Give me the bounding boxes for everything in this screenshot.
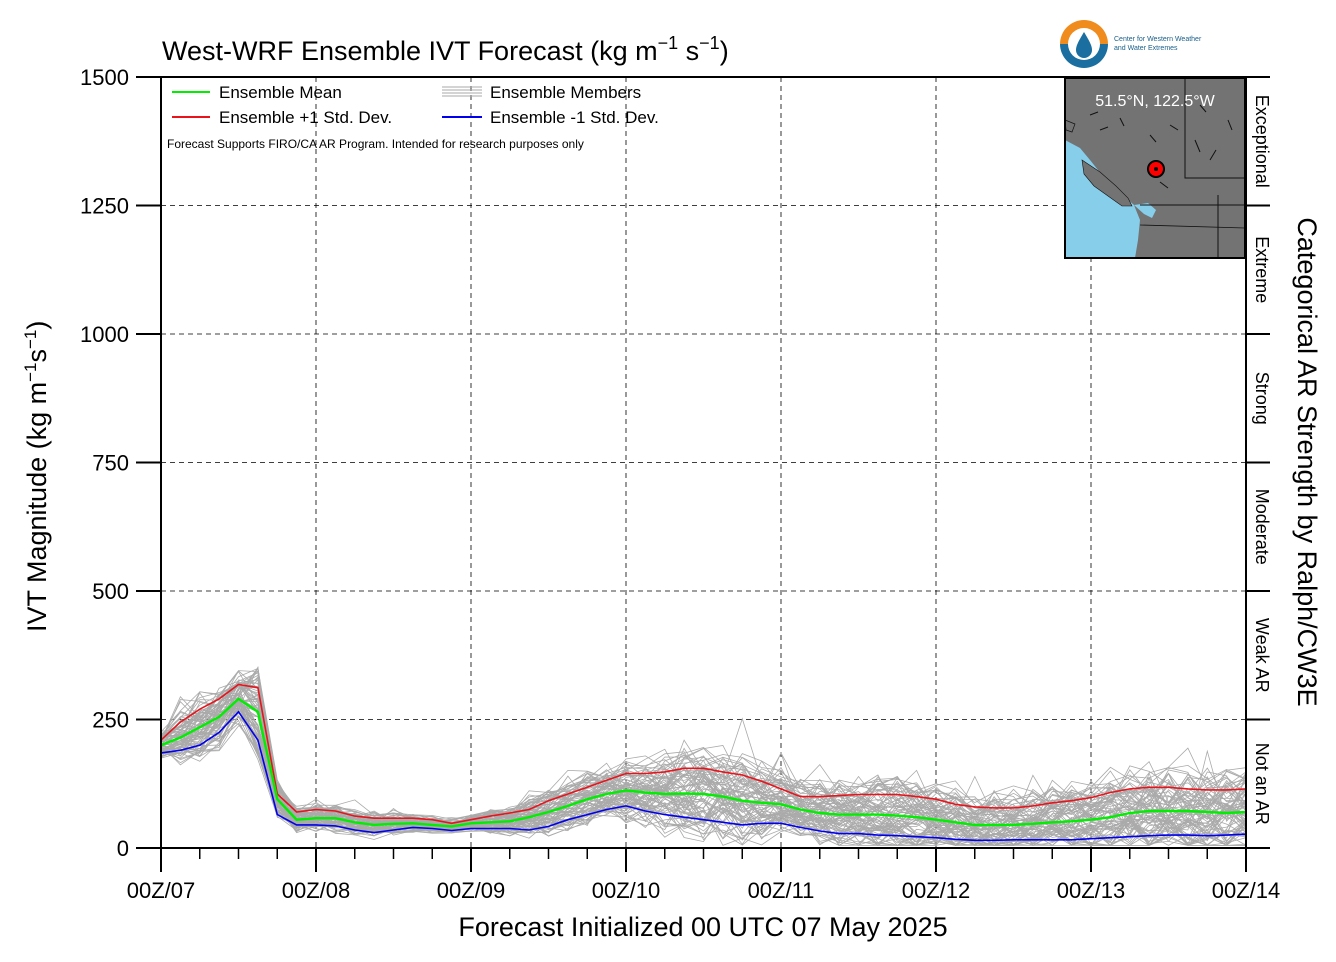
ensemble-member-line-56 (161, 695, 1246, 836)
ensemble-member-line-45 (161, 676, 1246, 823)
series-line-ensemble-1-std-dev- (161, 683, 1246, 825)
inset-island (1081, 159, 1133, 207)
y-tick-label-2: 500 (92, 579, 129, 604)
series-line-ensemble-mean (161, 697, 1246, 828)
category-label-2: Moderate (1252, 489, 1272, 565)
y-tick-label-1: 250 (92, 708, 129, 733)
y-tick-label-4: 1000 (80, 322, 129, 347)
legend-label-minus-std: Ensemble -1 Std. Dev. (490, 108, 659, 127)
y-axis-label: IVT Magnitude (kg m−1s−1) (21, 321, 52, 632)
inset-sound (1134, 203, 1156, 218)
x-tick-label-1: 00Z/08 (282, 878, 351, 903)
y-tick-label-3: 750 (92, 451, 129, 476)
y-tick-label-0: 0 (117, 836, 129, 861)
inset-frame (1064, 77, 1246, 259)
ensemble-member-line-77 (161, 670, 1246, 823)
x-tick-label-0: 00Z/07 (127, 878, 196, 903)
ensemble-statistic-lines (161, 683, 1246, 842)
x-tick-label-4: 00Z/11 (748, 878, 815, 903)
logo-text-line1: Center for Western Weather (1114, 36, 1202, 43)
ensemble-member-line-71 (161, 698, 1246, 845)
logo-drop-icon (1076, 32, 1092, 58)
ar-category-axis: Not an AR Weak AR Moderate Strong Extreme Exc… (1246, 76, 1272, 849)
category-label-1: Weak AR (1252, 618, 1272, 693)
x-tick-label-7: 00Z/14 (1212, 878, 1281, 903)
chart-title: West-WRF Ensemble IVT Forecast (kg m−1 s… (162, 33, 729, 66)
y-tick-label-6: 1500 (80, 65, 129, 90)
ensemble-member-line-30 (161, 681, 1246, 828)
x-axis: 00Z/07 00Z/08 00Z/09 00Z/10 00Z/11 00Z/12 00Z/… (127, 848, 1281, 903)
legend-label-members: Ensemble Members (490, 83, 641, 102)
series-line-ensemble-1-std-dev- (161, 710, 1246, 842)
logo-text-line2: and Water Extremes (1114, 45, 1178, 52)
x-tick-label-5: 00Z/12 (902, 878, 971, 903)
ensemble-member-line-9 (161, 666, 1246, 824)
y-tick-label-5: 1250 (80, 194, 129, 219)
x-tick-label-3: 00Z/10 (592, 878, 661, 903)
y-axis: 0 250 500 750 1000 1250 1500 (80, 65, 161, 861)
ensemble-member-line-75 (161, 698, 1246, 846)
inset-lakes-rivers (1089, 104, 1233, 189)
legend-label-mean: Ensemble Mean (219, 83, 342, 102)
disclaimer-text: Forecast Supports FIRO/CA AR Program. In… (167, 137, 584, 151)
inset-location-map: 51.5°N, 122.5°W (1064, 77, 1246, 259)
ensemble-member-line-60 (161, 667, 1246, 824)
logo-water-arc (1060, 44, 1108, 68)
x-axis-label: Forecast Initialized 00 UTC 07 May 2025 (458, 912, 947, 942)
x-tick-label-2: 00Z/09 (437, 878, 506, 903)
cw3e-logo: Center for Western Weather and Water Ext… (1060, 20, 1202, 68)
category-label-0: Not an AR (1252, 743, 1272, 825)
legend: Ensemble Mean Ensemble Members Ensemble … (167, 83, 659, 151)
category-label-5: Exceptional (1252, 95, 1272, 188)
ensemble-member-line-67 (161, 670, 1246, 824)
ensemble-member-line-49 (161, 700, 1246, 847)
category-label-4: Extreme (1252, 236, 1272, 303)
logo-sun-arc (1060, 20, 1108, 44)
category-label-3: Strong (1252, 372, 1272, 425)
legend-label-plus-std: Ensemble +1 Std. Dev. (219, 108, 392, 127)
inset-location-marker-dot (1154, 167, 1158, 171)
inset-coordinate-label: 51.5°N, 122.5°W (1095, 93, 1215, 110)
x-tick-label-6: 00Z/13 (1057, 878, 1126, 903)
right-axis-label: Categorical AR Strength by Ralph/CW3E (1292, 217, 1322, 706)
inset-border-1 (1184, 78, 1245, 179)
inset-border-4 (1139, 224, 1245, 229)
